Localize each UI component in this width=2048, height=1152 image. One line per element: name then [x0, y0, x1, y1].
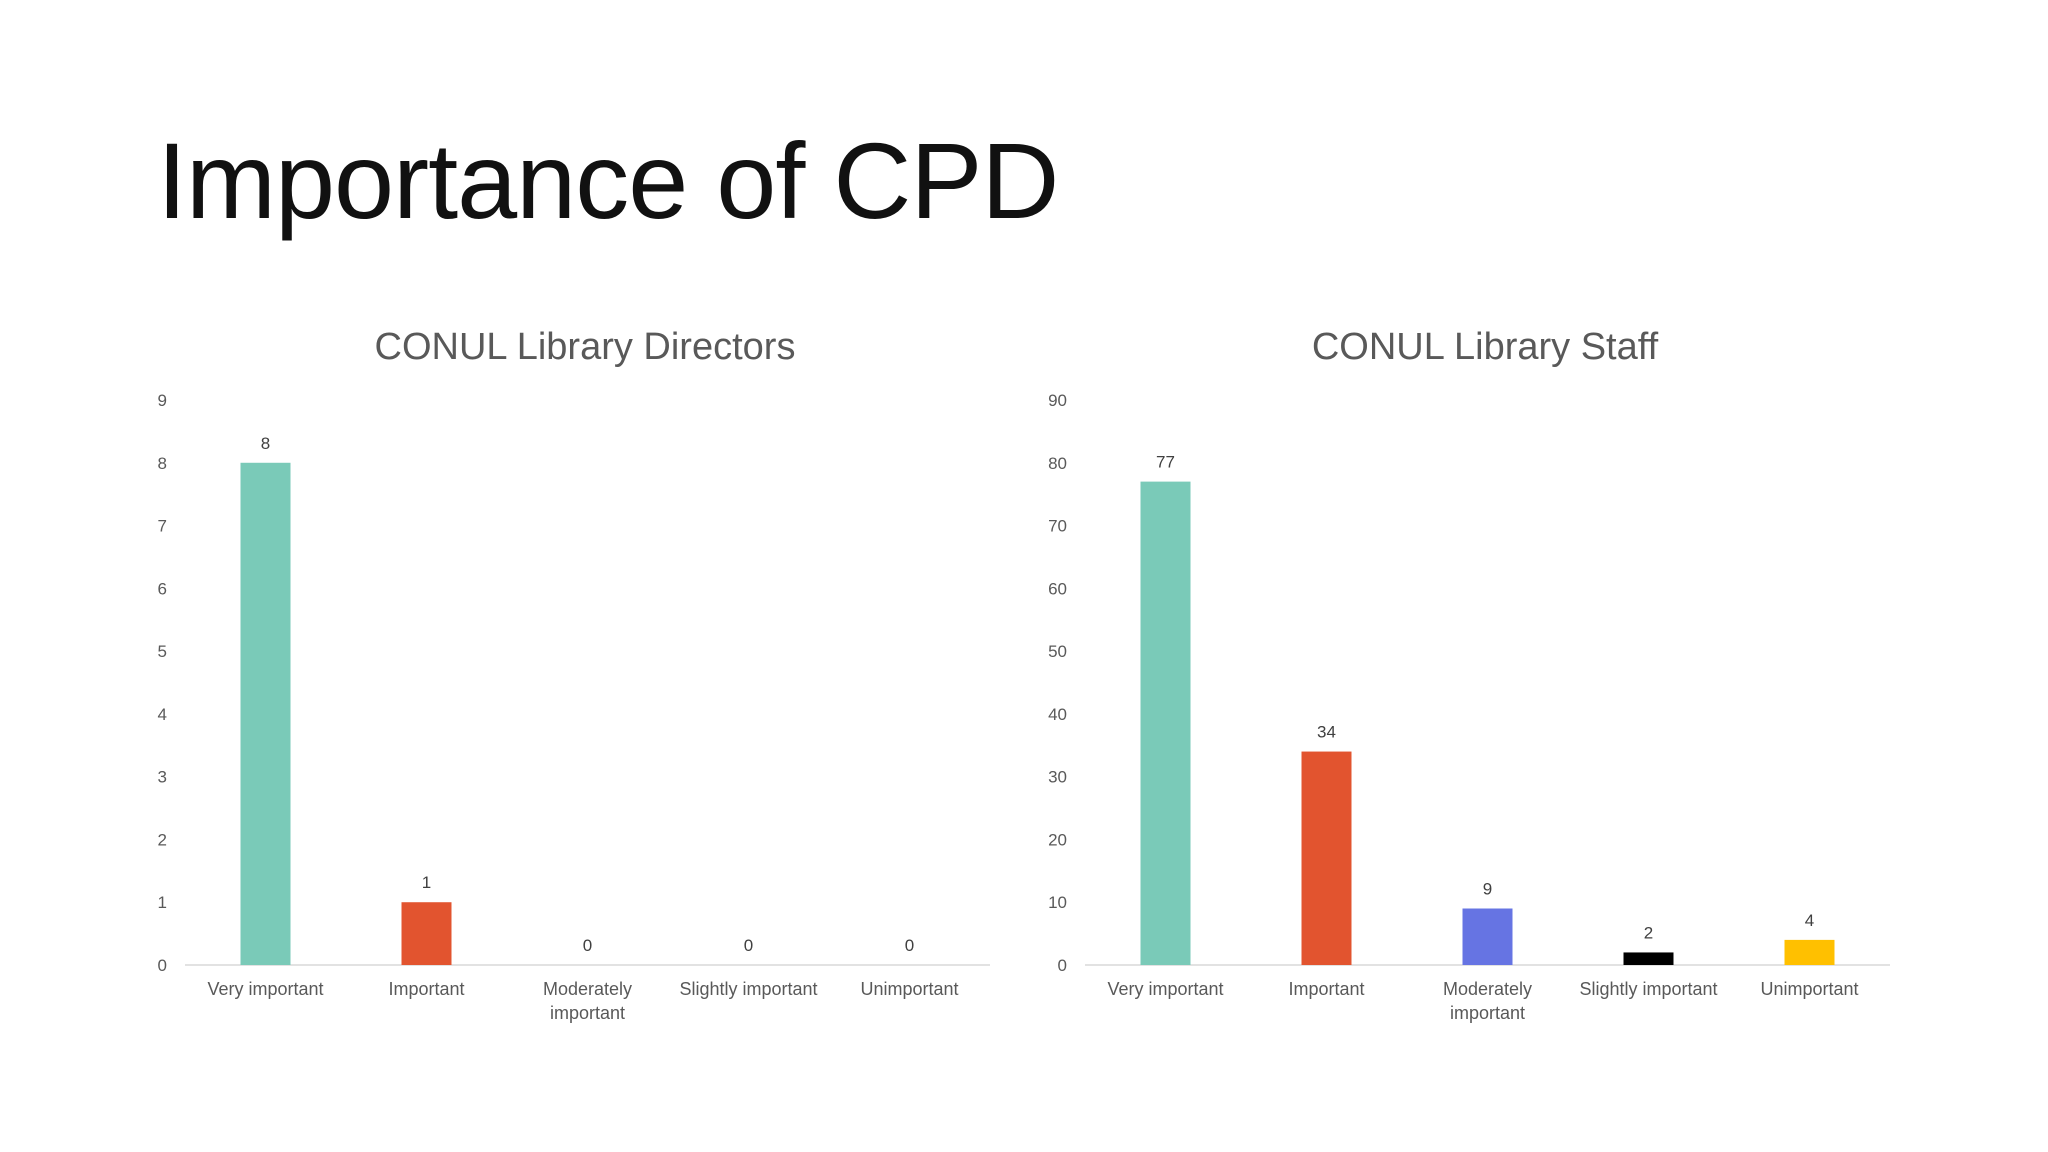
chart-library-staff: CONUL Library Staff 0 10 20 30 40 50 60 70 80 90 7… — [1045, 320, 1925, 1040]
data-label: 0 — [583, 936, 592, 955]
y-tick-label: 3 — [158, 768, 167, 787]
chart-library-directors: CONUL Library Directors 0 1 2 3 4 5 6 7 8 9 8 Very … — [145, 320, 1025, 1040]
bar — [1140, 481, 1191, 965]
bar — [1462, 908, 1513, 965]
bar — [401, 902, 452, 965]
data-label: 34 — [1317, 723, 1336, 742]
y-tick-label: 1 — [158, 893, 167, 912]
bar — [1301, 751, 1352, 965]
chart-title: CONUL Library Directors — [374, 326, 796, 368]
y-tick-label: 5 — [158, 642, 167, 661]
x-category-label: Important — [1288, 979, 1364, 999]
y-tick-label: 0 — [1058, 956, 1067, 975]
y-tick-label: 6 — [158, 579, 167, 598]
x-category-label: Moderately important — [1443, 979, 1532, 1023]
y-tick-label: 20 — [1048, 830, 1067, 849]
y-tick-label: 70 — [1048, 517, 1067, 536]
chart-title: CONUL Library Staff — [1311, 326, 1659, 368]
y-tick-label: 0 — [158, 956, 167, 975]
y-tick-label: 10 — [1048, 893, 1067, 912]
y-tick-label: 2 — [158, 830, 167, 849]
data-label: 0 — [905, 936, 914, 955]
x-category-label: Very important — [207, 979, 323, 999]
y-tick-label: 50 — [1048, 642, 1067, 661]
data-label: 2 — [1644, 923, 1653, 942]
data-label: 77 — [1156, 453, 1175, 472]
x-category-label: Slightly important — [679, 979, 817, 999]
bar — [1784, 939, 1835, 965]
y-tick-label: 8 — [158, 454, 167, 473]
x-category-label: Unimportant — [1760, 979, 1858, 999]
y-tick-label: 90 — [1048, 391, 1067, 410]
data-label: 9 — [1483, 880, 1492, 899]
y-tick-label: 40 — [1048, 705, 1067, 724]
slide-title: Importance of CPD — [157, 120, 1059, 241]
data-label: 1 — [422, 873, 431, 892]
x-category-label: Slightly important — [1579, 979, 1717, 999]
bar-chart-svg: 0 10 20 30 40 50 60 70 80 90 77 Very important 34 Imp… — [1048, 391, 1890, 1023]
y-tick-label: 9 — [158, 391, 167, 410]
x-category-label: Important — [388, 979, 464, 999]
y-tick-label: 7 — [158, 517, 167, 536]
data-label: 8 — [261, 434, 270, 453]
x-category-label: Moderately important — [543, 979, 632, 1023]
x-category-label: Very important — [1107, 979, 1223, 999]
y-tick-label: 80 — [1048, 454, 1067, 473]
y-tick-label: 60 — [1048, 579, 1067, 598]
bar — [240, 462, 291, 965]
data-label: 0 — [744, 936, 753, 955]
y-tick-label: 4 — [158, 705, 167, 724]
bar — [1623, 952, 1674, 965]
x-category-label: Unimportant — [860, 979, 958, 999]
y-tick-label: 30 — [1048, 768, 1067, 787]
bar-chart-svg: 0 1 2 3 4 5 6 7 8 9 8 Very important 1 Important 0 Mode… — [158, 391, 990, 1023]
data-label: 4 — [1805, 911, 1814, 930]
